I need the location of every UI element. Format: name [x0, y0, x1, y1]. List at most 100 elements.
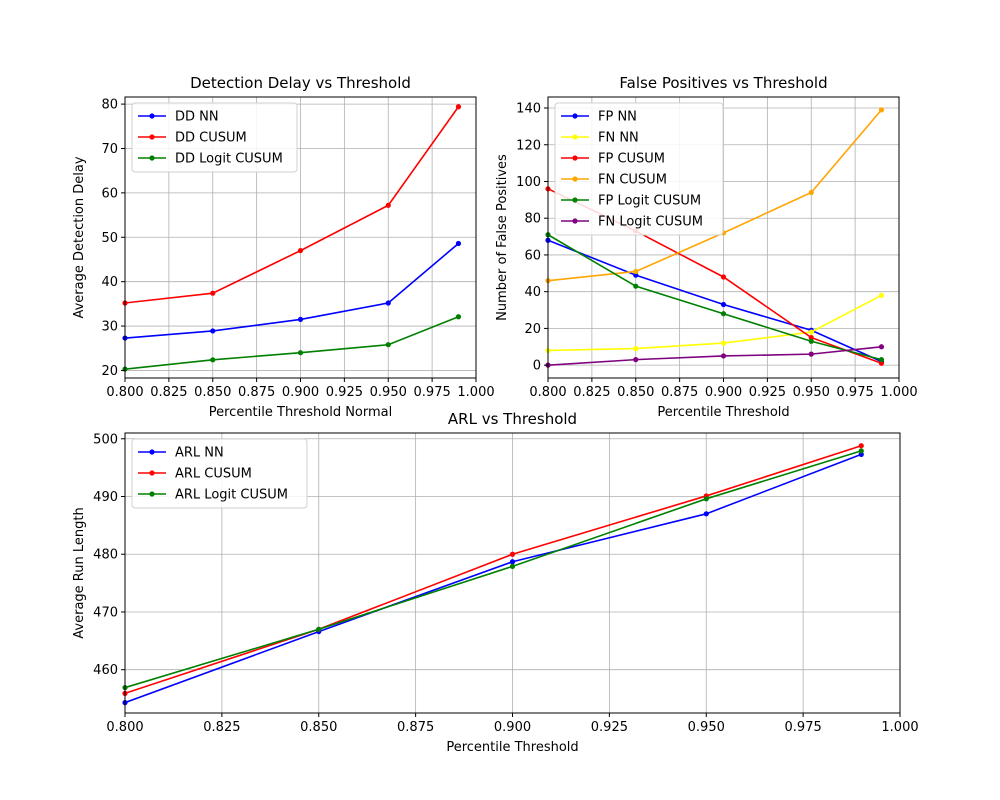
- false-positives-legend-item-fp-cusum: FP CUSUM: [561, 152, 665, 167]
- detection-delay-point-dd-logit-cusum: [210, 357, 216, 363]
- false-positives-point-fn-logit-cusum: [633, 357, 639, 363]
- arl-x-tick-label: 0.875: [397, 720, 434, 735]
- false-positives-legend-marker: [572, 155, 578, 161]
- detection-delay-y-tick-label: 40: [101, 275, 118, 290]
- false-positives-point-fp-cusum: [720, 274, 727, 280]
- detection-delay-point-dd-logit-cusum: [455, 314, 462, 320]
- arl-x-tick-label: 0.925: [591, 720, 628, 735]
- detection-delay-point-dd-cusum: [297, 247, 304, 254]
- false-positives-chart: 0.800 0.825 0.850 0.875 0.900 0.925 0.950 0.975…: [495, 74, 918, 420]
- false-positives-point-fn-nn: [878, 292, 885, 298]
- detection-delay-legend-marker: [149, 134, 155, 140]
- detection-delay-legend-label: DD NN: [175, 110, 219, 125]
- false-positives-point-fp-cusum: [808, 334, 814, 341]
- arl-x-axis-label: Percentile Threshold: [446, 740, 578, 755]
- arl-legend-item-arl-logit-cusum: ARL Logit CUSUM: [138, 488, 288, 503]
- arl-legend-item-arl-nn: ARL NN: [138, 446, 224, 461]
- arl-point-arl-logit-cusum: [509, 563, 516, 569]
- false-positives-x-tick-label: 0.800: [529, 385, 566, 400]
- arl-x-tick-label: 1.000: [881, 720, 918, 735]
- arl-point-arl-cusum: [858, 443, 864, 449]
- arl-x-tick-label: 0.800: [106, 720, 143, 735]
- detection-delay-x-tick-label: 0.950: [370, 385, 407, 400]
- detection-delay-y-axis-label: Average Detection Delay: [72, 156, 87, 318]
- false-positives-legend-label: FN Logit CUSUM: [598, 215, 703, 230]
- false-positives-legend-item-fp-logit-cusum: FP Logit CUSUM: [561, 194, 701, 209]
- false-positives-title: False Positives vs Threshold: [619, 74, 827, 92]
- false-positives-series-fn-nn: [545, 292, 885, 354]
- false-positives-point-fn-nn: [633, 346, 639, 352]
- detection-delay-legend-item-dd-nn: DD NN: [138, 110, 219, 125]
- arl-legend-label: ARL NN: [175, 446, 224, 461]
- detection-delay-legend-item-dd-logit-cusum: DD Logit CUSUM: [138, 152, 283, 167]
- false-positives-point-fp-logit-cusum: [633, 283, 639, 289]
- detection-delay-y-tick-label: 70: [101, 142, 118, 157]
- detection-delay-point-dd-nn: [385, 300, 391, 306]
- false-positives-x-tick-label: 0.975: [837, 385, 874, 400]
- false-positives-point-fn-cusum: [633, 268, 639, 275]
- arl-legend-label: ARL Logit CUSUM: [175, 488, 288, 503]
- false-positives-x-axis-label: Percentile Threshold: [657, 405, 789, 420]
- arl-legend: ARL NN ARL CUSUM ARL Logit CUSUM: [131, 438, 308, 509]
- false-positives-legend-item-fn-cusum: FN CUSUM: [561, 173, 667, 188]
- detection-delay-x-tick-label: 0.925: [326, 385, 363, 400]
- arl-point-arl-nn: [703, 511, 709, 517]
- detection-delay-point-dd-cusum: [385, 202, 391, 208]
- detection-delay-x-axis-label: Percentile Threshold Normal: [209, 405, 393, 420]
- false-positives-point-fp-nn: [720, 301, 727, 308]
- detection-delay-legend-item-dd-cusum: DD CUSUM: [138, 131, 247, 146]
- arl-x-tick-label: 0.850: [300, 720, 337, 735]
- false-positives-x-tick-label: 0.875: [661, 385, 698, 400]
- arl-legend-marker: [149, 491, 155, 497]
- detection-delay-x-tick-label: 1.000: [457, 385, 494, 400]
- false-positives-x-tick-label: 0.850: [617, 385, 654, 400]
- detection-delay-point-dd-nn: [455, 240, 462, 247]
- detection-delay-x-tick-label: 0.875: [238, 385, 275, 400]
- false-positives-y-axis-label: Number of False Positives: [495, 154, 510, 321]
- arl-x-tick-label: 0.975: [785, 720, 822, 735]
- detection-delay-y-tick-label: 60: [101, 186, 118, 201]
- false-positives-legend-item-fp-nn: FP NN: [561, 110, 637, 125]
- false-positives-legend-marker: [572, 113, 578, 119]
- detection-delay-point-dd-nn: [297, 316, 304, 323]
- false-positives-point-fn-nn: [720, 340, 727, 346]
- arl-legend-box: [131, 438, 308, 509]
- false-positives-point-fp-logit-cusum: [878, 357, 885, 363]
- false-positives-point-fn-cusum: [808, 189, 814, 196]
- arl-legend-marker: [149, 449, 155, 455]
- arl-point-arl-logit-cusum: [858, 448, 864, 454]
- detection-delay-x-tick-label: 0.900: [282, 385, 319, 400]
- detection-delay-point-dd-logit-cusum: [297, 350, 304, 356]
- false-positives-point-fn-logit-cusum: [878, 344, 885, 350]
- false-positives-x-tick-label: 1.000: [880, 385, 917, 400]
- arl-point-arl-cusum: [509, 551, 516, 557]
- detection-delay-point-dd-cusum: [455, 104, 462, 110]
- detection-delay-x-tick-label: 0.850: [194, 385, 231, 400]
- false-positives-legend-marker: [572, 134, 578, 140]
- detection-delay-point-dd-logit-cusum: [385, 342, 391, 348]
- arl-y-tick-label: 500: [93, 432, 118, 447]
- arl-x-tick-label: 0.950: [688, 720, 725, 735]
- detection-delay-chart: 0.800 0.825 0.850 0.875 0.900 0.925 0.950 0.975…: [72, 74, 495, 420]
- false-positives-y-tick-label: 100: [516, 175, 541, 190]
- detection-delay-y-tick-label: 50: [101, 231, 118, 246]
- false-positives-legend-label: FN NN: [598, 131, 639, 146]
- detection-delay-y-tick-label: 30: [101, 320, 118, 335]
- detection-delay-legend-marker: [149, 155, 155, 161]
- arl-y-tick-label: 470: [93, 605, 118, 620]
- false-positives-y-tick-label: 20: [524, 322, 541, 337]
- false-positives-legend-item-fn-nn: FN NN: [561, 131, 639, 146]
- arl-legend-marker: [149, 470, 155, 476]
- false-positives-legend-label: FN CUSUM: [598, 173, 667, 188]
- false-positives-series-fn-cusum: [545, 107, 885, 284]
- arl-x-tick-label: 0.825: [203, 720, 240, 735]
- false-positives-legend-marker: [572, 218, 578, 224]
- false-positives-point-fn-logit-cusum: [808, 351, 814, 357]
- false-positives-legend-marker: [572, 176, 578, 182]
- arl-point-arl-logit-cusum: [703, 496, 709, 502]
- false-positives-legend-label: FP NN: [598, 110, 637, 125]
- false-positives-point-fp-cusum: [878, 360, 885, 366]
- false-positives-y-tick-label: 140: [516, 102, 541, 117]
- detection-delay-legend-label: DD CUSUM: [175, 131, 247, 146]
